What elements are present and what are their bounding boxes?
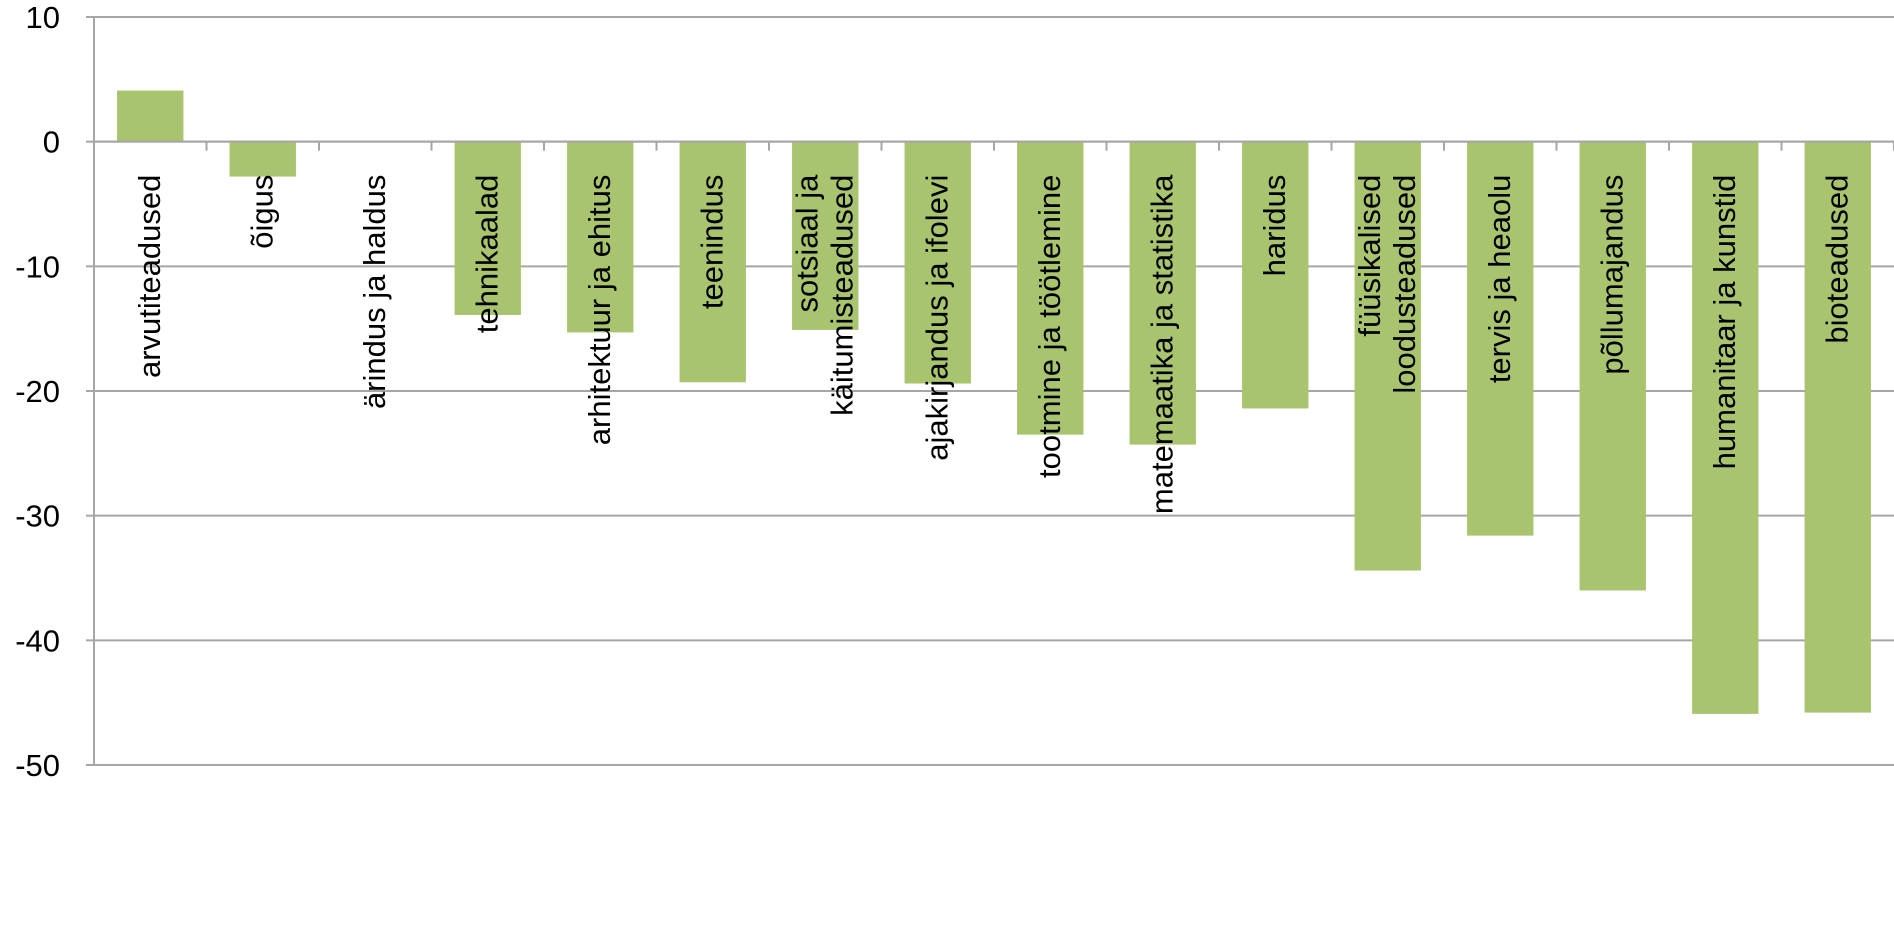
category-label: käitumisteadused bbox=[825, 175, 860, 416]
bar bbox=[117, 90, 184, 142]
bar bbox=[567, 141, 634, 333]
y-tick-label: 10 bbox=[26, 0, 60, 35]
category-label: tervis ja heaolu bbox=[1482, 175, 1517, 384]
bar bbox=[1692, 141, 1759, 714]
bar bbox=[1579, 141, 1646, 591]
category-label: tootmine ja töötlemine bbox=[1032, 175, 1067, 478]
category-labels: arvutiteadused õigus ärindus ja haldus tehn… bbox=[132, 174, 1855, 514]
y-tick-label: -30 bbox=[15, 499, 60, 534]
category-label: tehnikaalad bbox=[470, 175, 505, 334]
category-label: loodusteadused bbox=[1387, 175, 1422, 394]
category-label: arhitektuur ja ehitus bbox=[582, 175, 617, 446]
category-label: teenindus bbox=[695, 175, 730, 309]
bar bbox=[1129, 141, 1196, 445]
bar bbox=[229, 141, 296, 177]
category-label: humanitaar ja kunstid bbox=[1707, 175, 1742, 470]
bar bbox=[1242, 141, 1309, 409]
category-label: õigus bbox=[245, 175, 280, 249]
bar bbox=[904, 141, 971, 384]
y-tick-label: -50 bbox=[15, 748, 60, 783]
category-label: ajakirjandus ja ifolevi bbox=[920, 175, 955, 461]
category-label: haridus bbox=[1257, 175, 1292, 277]
bar bbox=[1467, 141, 1534, 536]
bar bbox=[1804, 141, 1871, 713]
y-tick-label: -40 bbox=[15, 623, 60, 658]
bar bbox=[454, 141, 521, 315]
y-tick-label: 0 bbox=[43, 125, 60, 160]
category-label: füüsikalised bbox=[1352, 175, 1387, 337]
category-label: matemaatika ja statistika bbox=[1145, 174, 1180, 514]
category-label: sotsiaal ja bbox=[790, 174, 825, 313]
y-tick-label: -10 bbox=[15, 249, 60, 284]
bar bbox=[1354, 141, 1421, 571]
bar bbox=[1017, 141, 1084, 435]
category-label: põllumajandus bbox=[1595, 175, 1630, 375]
bar bbox=[792, 141, 859, 330]
category-label: ärindus ja haldus bbox=[357, 175, 392, 409]
bars bbox=[117, 90, 1871, 714]
axes: 10 0 -10 -20 -30 -40 -50 bbox=[15, 0, 1894, 783]
category-label: arvutiteadused bbox=[132, 175, 167, 378]
category-label: bioteadused bbox=[1820, 175, 1855, 344]
y-tick-label: -20 bbox=[15, 374, 60, 409]
bar bbox=[679, 141, 746, 383]
